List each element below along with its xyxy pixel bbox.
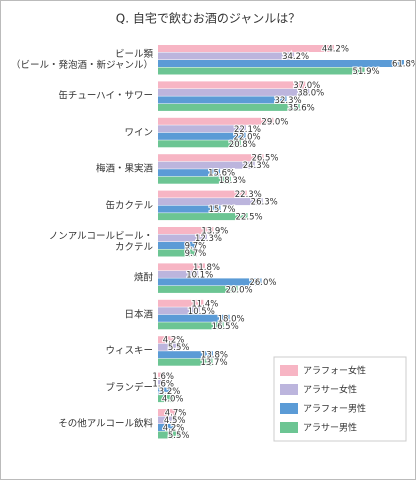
legend-swatch — [280, 403, 298, 414]
value-label: 1.6% — [152, 372, 174, 382]
category-label: ワイン — [124, 127, 153, 139]
bar — [158, 322, 224, 330]
value-label: 12.3% — [195, 234, 222, 244]
category-label: その他アルコール飲料 — [58, 418, 153, 430]
bar — [158, 176, 231, 184]
bar — [158, 205, 221, 213]
bar — [158, 343, 180, 351]
bar — [158, 358, 213, 366]
legend-swatch — [280, 365, 298, 376]
bar — [158, 154, 264, 162]
bar — [158, 416, 176, 424]
value-label: 35.6% — [288, 103, 315, 113]
category-label: ノンアルコールビール・ カクテル — [48, 231, 153, 253]
bar — [158, 169, 221, 177]
value-label: 16.5% — [212, 322, 239, 332]
bar — [158, 227, 214, 234]
value-label: 44.2% — [322, 45, 349, 55]
bar — [158, 431, 180, 439]
bar — [158, 161, 255, 169]
bar — [158, 190, 247, 198]
value-label: 11.8% — [193, 263, 220, 273]
bar — [158, 234, 207, 242]
category-label: 缶カクテル — [105, 200, 153, 212]
value-label: 38.0% — [297, 88, 324, 98]
legend-label: アラサー女性 — [303, 384, 357, 396]
value-label: 20.8% — [229, 140, 256, 150]
bar — [158, 336, 175, 344]
category-label: 日本酒 — [124, 309, 153, 321]
value-label: 4.0% — [162, 395, 184, 405]
bar — [158, 395, 174, 403]
category-label: 焼酎 — [133, 272, 153, 284]
legend-swatch — [280, 384, 298, 395]
bar — [158, 372, 165, 380]
value-label: 26.3% — [251, 198, 278, 208]
category-label: ビール類 （ビール・発泡酒・新ジャンル） — [10, 49, 153, 71]
value-label: 9.7% — [185, 249, 207, 259]
bar — [158, 52, 295, 60]
bar — [158, 263, 205, 271]
legend-label: アラフォー男性 — [303, 403, 366, 415]
bar — [158, 198, 263, 206]
bar — [158, 351, 213, 359]
chart-title: Q. 自宅で飲むお酒のジャンルは？ — [116, 11, 300, 26]
value-label: 5.5% — [168, 431, 190, 441]
bar — [158, 380, 165, 388]
value-label: 24.3% — [243, 161, 270, 171]
category-label: 缶チューハイ・サワー — [58, 90, 153, 102]
bar — [158, 278, 262, 286]
value-label: 18.0% — [218, 314, 245, 324]
bar — [158, 125, 246, 133]
bar — [158, 270, 199, 278]
value-label: 26.0% — [249, 278, 276, 288]
legend-label: アラサー男性 — [303, 422, 357, 434]
bar — [158, 45, 334, 52]
bar — [158, 81, 306, 89]
bar — [158, 213, 248, 221]
bar — [158, 132, 246, 140]
bar — [158, 307, 200, 315]
value-label: 51.9% — [353, 67, 380, 77]
category-label: ブランデー — [105, 382, 153, 394]
bar — [158, 314, 230, 322]
bar — [158, 67, 365, 75]
value-label: 20.0% — [226, 285, 253, 295]
legend-label: アラフォー女性 — [303, 365, 366, 377]
value-label: 22.5% — [236, 213, 263, 223]
bar — [158, 285, 238, 293]
bar — [158, 424, 175, 431]
value-label: 13.7% — [201, 358, 228, 368]
value-label: 61.8% — [392, 60, 415, 70]
bar — [158, 88, 310, 96]
bar — [158, 140, 241, 148]
legend-swatch — [280, 422, 298, 433]
category-label: 梅酒・果実酒 — [95, 163, 153, 175]
bar — [158, 249, 197, 257]
value-label: 29.0% — [261, 117, 288, 127]
value-label: 26.5% — [251, 154, 278, 164]
bar — [158, 96, 287, 104]
bar — [158, 409, 177, 416]
bar — [158, 242, 197, 249]
bar — [158, 117, 274, 125]
category-label: ウィスキー — [105, 345, 153, 357]
value-label: 18.3% — [219, 176, 246, 186]
bar — [158, 60, 404, 67]
bar — [158, 103, 300, 111]
bar — [158, 299, 204, 307]
value-label: 13.9% — [201, 227, 228, 237]
bar — [158, 387, 171, 395]
